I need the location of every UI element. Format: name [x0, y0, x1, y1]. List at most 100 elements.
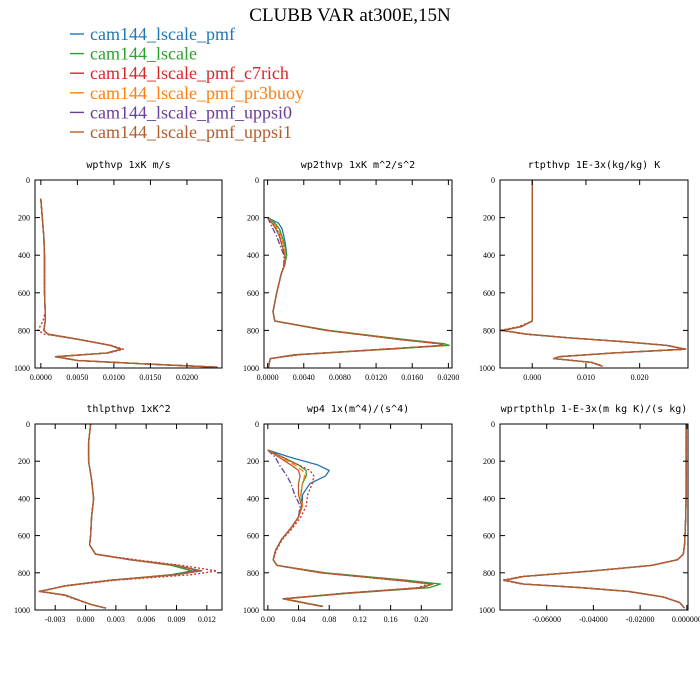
series-line-cam144_lscale_pmf_uppsi0	[39, 424, 198, 609]
chart-panel: wprtpthlp 1-E-3x(m kg K)/(s kg) 0 200 400 60…	[479, 404, 700, 624]
series-line-cam144_lscale_pmf_c7rich	[37, 198, 218, 368]
x-tick-label: 0.04	[292, 615, 306, 624]
chart-panel: rtpthvp 1E-3x(kg/kg) K 0 200 400 600 800 1000 0…	[479, 160, 689, 382]
y-tick-label: 400	[483, 251, 495, 260]
panel-title: wp2thvp 1xK m^2/s^2	[301, 160, 415, 171]
series-line-cam144_lscale_pmf_c7rich	[37, 424, 218, 609]
x-tick-label: 0.000000	[672, 615, 700, 624]
chart-panel: thlpthvp 1xK^2 0 200 400 600 800 1000 -0.003 0.0…	[14, 404, 223, 624]
y-tick-label: 200	[483, 457, 495, 466]
x-tick-label: -0.003	[45, 615, 66, 624]
plot-frame	[263, 179, 453, 369]
y-tick-label: 0	[491, 420, 495, 429]
series-line-cam144_lscale_pmf_c7rich	[501, 424, 687, 609]
x-tick-label: 0.000	[523, 373, 541, 382]
y-tick-label: 800	[247, 326, 259, 335]
y-tick-label: 400	[483, 494, 495, 503]
x-tick-label: 0.006	[137, 615, 155, 624]
y-tick-label: 600	[247, 532, 259, 541]
series-line-cam144_lscale_pmf_pr3buoy	[504, 424, 687, 609]
series-line-cam144_lscale_pmf_uppsi1	[502, 180, 686, 367]
chart-panel: wp2thvp 1xK m^2/s^2020040060080010000.00…	[243, 160, 459, 382]
y-tick-label: 200	[483, 214, 495, 223]
y-tick-label: 800	[483, 326, 495, 335]
series-line-cam144_lscale_pmf_c7rich	[267, 217, 445, 368]
legend-label: cam144_lscale_pmf_uppsi1	[90, 122, 292, 142]
series-line-cam144_lscale_pmf_c7rich	[267, 449, 430, 607]
x-tick-label: 0.0100	[103, 373, 125, 382]
x-tick-label: 0.0000	[257, 373, 279, 382]
series-line-cam144_lscale	[502, 180, 686, 367]
y-tick-label: 1000	[243, 364, 259, 373]
panel-title: wprtpthlp 1-E-3x(m kg K)/(s kg)	[501, 404, 688, 415]
series-line-cam144_lscale_pmf_pr3buoy	[502, 180, 686, 367]
legend-label: cam144_lscale	[90, 44, 197, 64]
y-tick-label: 800	[483, 569, 495, 578]
series-line-cam144_lscale	[267, 449, 442, 607]
series-line-cam144_lscale_pmf_pr3buoy	[267, 217, 445, 368]
y-tick-label: 200	[18, 457, 30, 466]
x-tick-label: 0.009	[168, 615, 186, 624]
x-tick-label: 0.0000	[30, 373, 52, 382]
y-tick-label: 400	[247, 494, 259, 503]
x-tick-label: -0.06000	[532, 615, 561, 624]
x-tick-label: 0.003	[107, 615, 125, 624]
legend-entry: cam144_lscale_pmf_pr3buoy	[70, 83, 304, 103]
y-tick-label: 400	[247, 251, 259, 260]
legend-label: cam144_lscale_pmf_c7rich	[90, 63, 289, 83]
x-tick-label: 0.010	[577, 373, 595, 382]
series-line-cam144_lscale_pmf_uppsi1	[40, 198, 217, 368]
x-tick-label: 0.20	[414, 615, 428, 624]
series-line-cam144_lscale_pmf	[40, 198, 217, 368]
x-tick-label: 0.0080	[329, 373, 351, 382]
legend-label: cam144_lscale_pmf_pr3buoy	[90, 83, 304, 103]
plot-frame	[263, 423, 453, 611]
y-tick-label: 400	[18, 494, 30, 503]
plot-frame	[499, 423, 689, 611]
y-tick-label: 800	[247, 569, 259, 578]
y-tick-label: 800	[18, 569, 30, 578]
legend: cam144_lscale_pmfcam144_lscalecam144_lsc…	[70, 24, 304, 142]
series-line-cam144_lscale	[40, 198, 217, 368]
series-line-cam144_lscale_pmf_uppsi1	[504, 424, 687, 609]
series-line-cam144_lscale_pmf_uppsi0	[502, 180, 686, 367]
y-tick-label: 0	[255, 420, 259, 429]
series-line-cam144_lscale_pmf_uppsi1	[39, 424, 201, 609]
y-tick-label: 1000	[479, 606, 495, 615]
plot-frame	[499, 179, 689, 369]
x-tick-label: 0.0150	[139, 373, 161, 382]
y-tick-label: 1000	[479, 364, 495, 373]
x-tick-label: 0.0160	[401, 373, 423, 382]
figure-title: CLUBB VAR at300E,15N	[249, 5, 451, 26]
series-line-cam144_lscale_pmf_pr3buoy	[267, 449, 434, 607]
x-tick-label: 0.0120	[365, 373, 387, 382]
panel-title: thlpthvp 1xK^2	[86, 404, 170, 415]
series-line-cam144_lscale_pmf	[267, 217, 445, 368]
x-tick-label: 0.0200	[437, 373, 459, 382]
x-tick-label: 0.0050	[66, 373, 88, 382]
series-line-cam144_lscale_pmf	[39, 424, 203, 609]
y-tick-label: 0	[491, 176, 495, 185]
series-line-cam144_lscale_pmf	[504, 424, 687, 609]
x-tick-label: -0.04000	[579, 615, 608, 624]
x-tick-label: -0.02000	[626, 615, 655, 624]
x-tick-label: 0.0040	[293, 373, 315, 382]
y-tick-label: 200	[247, 457, 259, 466]
y-tick-label: 600	[18, 532, 30, 541]
x-tick-label: 0.00	[261, 615, 275, 624]
y-tick-label: 600	[483, 532, 495, 541]
panel-title: rtpthvp 1E-3x(kg/kg) K	[528, 160, 660, 171]
y-tick-label: 0	[26, 420, 30, 429]
series-line-cam144_lscale	[267, 217, 450, 368]
panel-title: wpthvp 1xK m/s	[86, 160, 170, 171]
plot-frame	[34, 423, 223, 611]
series-line-cam144_lscale_pmf_uppsi0	[40, 198, 217, 368]
series-line-cam144_lscale	[504, 424, 687, 609]
legend-label: cam144_lscale_pmf	[90, 24, 235, 44]
y-tick-label: 600	[483, 289, 495, 298]
y-tick-label: 0	[255, 176, 259, 185]
